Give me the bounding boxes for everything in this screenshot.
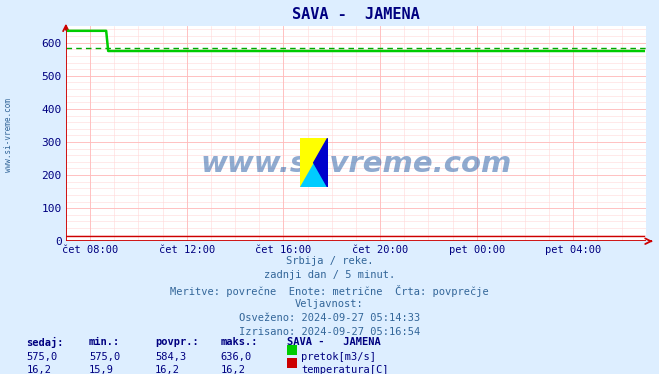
Text: 16,2: 16,2 (221, 365, 246, 374)
Polygon shape (300, 138, 328, 187)
Text: min.:: min.: (89, 337, 120, 347)
Text: Osveženo: 2024-09-27 05:14:33: Osveženo: 2024-09-27 05:14:33 (239, 313, 420, 323)
Text: www.si-vreme.com: www.si-vreme.com (200, 150, 511, 178)
Polygon shape (300, 138, 328, 187)
Text: 575,0: 575,0 (26, 352, 57, 362)
Text: temperatura[C]: temperatura[C] (301, 365, 389, 374)
Text: 575,0: 575,0 (89, 352, 120, 362)
Text: sedaj:: sedaj: (26, 337, 64, 348)
Text: pretok[m3/s]: pretok[m3/s] (301, 352, 376, 362)
Text: Srbija / reke.: Srbija / reke. (286, 256, 373, 266)
Text: povpr.:: povpr.: (155, 337, 198, 347)
Text: 584,3: 584,3 (155, 352, 186, 362)
Polygon shape (314, 138, 328, 187)
Text: Izrisano: 2024-09-27 05:16:54: Izrisano: 2024-09-27 05:16:54 (239, 327, 420, 337)
Title: SAVA -  JAMENA: SAVA - JAMENA (292, 7, 420, 22)
Text: 15,9: 15,9 (89, 365, 114, 374)
Text: 16,2: 16,2 (26, 365, 51, 374)
Text: www.si-vreme.com: www.si-vreme.com (4, 98, 13, 172)
Text: 636,0: 636,0 (221, 352, 252, 362)
Text: maks.:: maks.: (221, 337, 258, 347)
Text: 16,2: 16,2 (155, 365, 180, 374)
Text: Veljavnost:: Veljavnost: (295, 299, 364, 309)
Text: zadnji dan / 5 minut.: zadnji dan / 5 minut. (264, 270, 395, 280)
Text: SAVA -   JAMENA: SAVA - JAMENA (287, 337, 380, 347)
Text: Meritve: povrečne  Enote: metrične  Črta: povprečje: Meritve: povrečne Enote: metrične Črta: … (170, 285, 489, 297)
